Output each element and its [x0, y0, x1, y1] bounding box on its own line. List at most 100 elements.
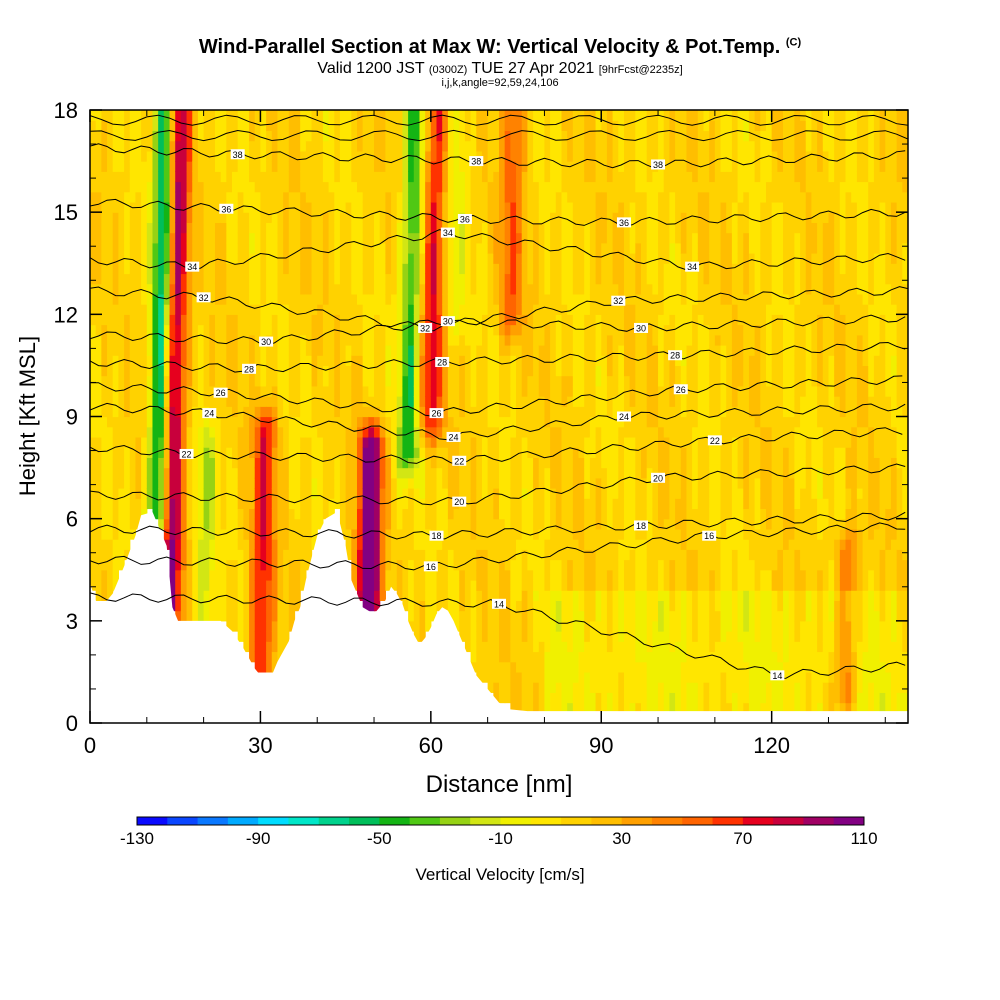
vv-cell: [641, 682, 648, 693]
vv-cell: [220, 314, 227, 326]
vv-cell: [408, 201, 415, 213]
vv-cell: [356, 140, 364, 152]
vv-cell: [430, 610, 438, 622]
vv-cell: [578, 365, 585, 377]
vv-cell: [220, 406, 227, 418]
vv-cell: [493, 569, 500, 581]
vv-cell: [618, 110, 625, 121]
vv-cell: [334, 457, 341, 469]
vv-cell: [112, 447, 120, 458]
vv-cell: [118, 232, 125, 244]
vv-cell: [504, 692, 511, 704]
vv-cell: [180, 161, 188, 172]
vv-cell: [572, 171, 580, 183]
vv-cell: [595, 620, 602, 632]
vv-cell: [555, 579, 563, 591]
vv-cell: [550, 212, 557, 223]
vv-cell: [481, 651, 489, 663]
vv-cell: [243, 334, 250, 346]
vv-cell: [305, 559, 313, 571]
vv-cell: [214, 253, 222, 264]
vv-cell: [601, 467, 608, 479]
vv-cell: [118, 344, 125, 356]
vv-cell: [487, 477, 494, 489]
vv-cell: [277, 355, 284, 367]
vv-cell: [572, 181, 580, 193]
vv-cell: [180, 263, 188, 275]
vv-cell: [567, 508, 574, 520]
vv-cell: [618, 702, 625, 714]
vv-cell: [186, 477, 193, 489]
vv-cell: [362, 569, 369, 581]
vv-cell: [351, 385, 358, 397]
vv-cell: [101, 559, 108, 571]
vv-cell: [493, 477, 500, 489]
vv-cell: [442, 457, 449, 469]
vv-cell: [345, 120, 352, 132]
vv-cell: [425, 539, 432, 550]
vv-cell: [550, 283, 557, 295]
vv-cell: [459, 201, 466, 213]
vv-cell: [112, 477, 120, 489]
vv-cell: [186, 355, 193, 367]
vv-cell: [453, 344, 460, 356]
vv-cell: [442, 426, 449, 438]
vv-cell: [623, 661, 631, 673]
vv-cell: [368, 232, 375, 244]
vv-cell: [635, 181, 642, 193]
vv-cell: [567, 273, 574, 285]
vv-cell: [612, 212, 619, 223]
vv-cell: [481, 610, 489, 622]
vv-cell: [499, 447, 506, 458]
vv-cell: [334, 396, 341, 407]
vv-cell: [606, 140, 614, 152]
vv-cell: [459, 181, 466, 193]
vv-cell: [243, 528, 250, 540]
vv-cell: [635, 661, 642, 673]
vv-cell: [266, 600, 273, 612]
vv-cell: [618, 273, 625, 285]
vv-cell: [533, 610, 540, 622]
vv-cell: [146, 232, 154, 244]
vv-cell: [146, 304, 154, 315]
vv-cell: [186, 232, 193, 244]
vv-cell: [419, 334, 426, 346]
vv-cell: [186, 365, 193, 377]
vv-cell: [317, 436, 324, 448]
vv-cell: [589, 600, 597, 612]
vv-cell: [305, 253, 313, 264]
vv-cell: [260, 447, 267, 458]
vv-cell: [118, 528, 125, 540]
vv-cell: [271, 610, 279, 622]
vv-cell: [567, 334, 574, 346]
vv-cell: [516, 191, 523, 203]
vv-cell: [232, 140, 239, 152]
vv-cell: [254, 365, 262, 377]
vv-cell: [294, 416, 301, 428]
vv-cell: [538, 171, 546, 183]
vv-cell: [169, 385, 176, 397]
vv-cell: [413, 110, 421, 121]
vv-cell: [499, 314, 506, 326]
vv-cell: [430, 416, 438, 428]
vv-cell: [567, 232, 574, 244]
vv-cell: [578, 518, 585, 530]
vv-cell: [124, 222, 131, 234]
vv-cell: [158, 518, 165, 530]
vv-cell: [101, 355, 108, 367]
vv-cell: [356, 579, 364, 591]
vv-cell: [249, 569, 256, 581]
vv-cell: [618, 631, 625, 642]
vv-cell: [368, 590, 375, 601]
vv-cell: [339, 396, 347, 407]
vv-cell: [635, 559, 642, 571]
vv-cell: [362, 212, 369, 223]
vv-cell: [311, 140, 318, 152]
vv-cell: [453, 539, 460, 550]
vv-cell: [521, 702, 529, 714]
vv-cell: [578, 539, 585, 550]
vv-cell: [601, 375, 608, 387]
vv-cell: [90, 508, 97, 520]
vv-cell: [368, 518, 375, 530]
vv-cell: [339, 110, 347, 121]
